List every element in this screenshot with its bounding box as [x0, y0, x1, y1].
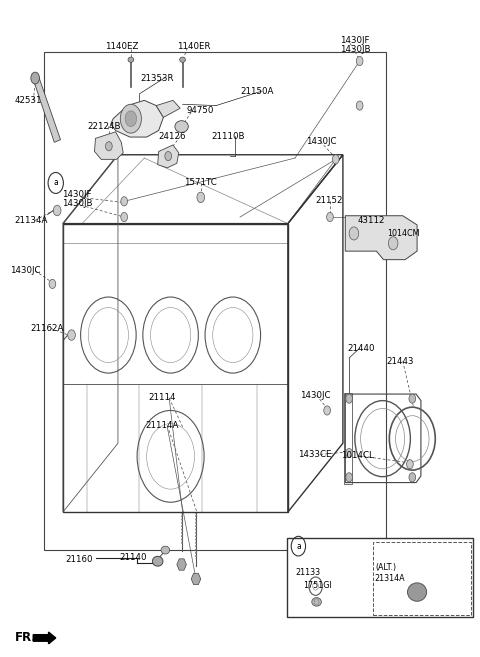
Text: 21114: 21114	[148, 394, 176, 403]
Ellipse shape	[312, 598, 322, 606]
Text: 1430JF: 1430JF	[340, 35, 370, 45]
Text: 21443: 21443	[386, 357, 413, 366]
Polygon shape	[156, 101, 180, 118]
Circle shape	[31, 72, 39, 84]
Circle shape	[324, 406, 330, 415]
FancyArrow shape	[33, 632, 56, 644]
Circle shape	[197, 192, 204, 202]
Text: 1571TC: 1571TC	[183, 179, 216, 187]
Text: 1751GI: 1751GI	[303, 581, 332, 590]
Text: 24126: 24126	[158, 132, 186, 141]
Ellipse shape	[161, 546, 169, 554]
Text: 21140: 21140	[120, 553, 147, 562]
Text: 1140EZ: 1140EZ	[105, 42, 138, 51]
Polygon shape	[95, 132, 123, 160]
Circle shape	[346, 473, 352, 482]
Circle shape	[121, 196, 128, 206]
FancyBboxPatch shape	[44, 52, 386, 550]
Circle shape	[125, 111, 137, 127]
Text: 1014CL: 1014CL	[341, 451, 374, 460]
Text: a: a	[53, 179, 58, 187]
Text: 21133: 21133	[295, 568, 320, 577]
Circle shape	[120, 104, 142, 133]
Ellipse shape	[153, 556, 163, 566]
Text: 21114A: 21114A	[145, 421, 179, 430]
Circle shape	[356, 101, 363, 110]
Circle shape	[409, 394, 416, 403]
Text: (ALT.): (ALT.)	[375, 563, 396, 572]
Circle shape	[349, 227, 359, 240]
Text: 1014CM: 1014CM	[387, 229, 420, 238]
Ellipse shape	[175, 121, 188, 133]
Circle shape	[165, 152, 171, 161]
Text: 1430JC: 1430JC	[306, 137, 336, 146]
Circle shape	[106, 142, 112, 151]
Circle shape	[407, 460, 413, 469]
Text: 1430JF: 1430JF	[62, 191, 92, 199]
Text: a: a	[296, 541, 301, 551]
Polygon shape	[157, 145, 179, 168]
Text: 1430JC: 1430JC	[10, 266, 41, 275]
FancyBboxPatch shape	[287, 538, 473, 617]
Circle shape	[356, 57, 363, 66]
Text: 21150A: 21150A	[240, 87, 274, 96]
Circle shape	[53, 205, 61, 215]
Ellipse shape	[408, 583, 427, 601]
Circle shape	[326, 212, 333, 221]
Circle shape	[49, 279, 56, 288]
Text: 21134A: 21134A	[14, 215, 48, 225]
Polygon shape	[33, 78, 60, 143]
Text: 21314A: 21314A	[374, 574, 405, 583]
Circle shape	[346, 394, 352, 403]
Polygon shape	[111, 101, 163, 137]
Polygon shape	[177, 559, 186, 570]
Text: 1140ER: 1140ER	[177, 42, 210, 51]
Polygon shape	[191, 574, 201, 585]
Text: 22124B: 22124B	[88, 122, 121, 131]
Text: FR.: FR.	[15, 631, 37, 645]
Text: 21160: 21160	[65, 555, 93, 564]
Circle shape	[121, 212, 128, 221]
Ellipse shape	[128, 57, 134, 62]
Circle shape	[388, 237, 398, 250]
Text: 43112: 43112	[357, 215, 385, 225]
Circle shape	[409, 473, 416, 482]
Text: 21440: 21440	[348, 344, 375, 353]
Polygon shape	[345, 215, 417, 260]
Ellipse shape	[180, 57, 185, 62]
Text: 42531: 42531	[15, 96, 43, 105]
Text: 1430JB: 1430JB	[62, 200, 93, 208]
Text: 1430JB: 1430JB	[340, 45, 371, 55]
Text: 1433CE: 1433CE	[299, 450, 332, 459]
Circle shape	[332, 155, 339, 164]
Text: 21162A: 21162A	[30, 324, 64, 333]
Text: 21152: 21152	[316, 196, 343, 205]
Circle shape	[346, 449, 352, 458]
Text: 21110B: 21110B	[211, 132, 245, 141]
Text: 94750: 94750	[186, 106, 214, 115]
Text: 1430JC: 1430JC	[300, 391, 330, 400]
Circle shape	[68, 330, 75, 340]
Text: 21353R: 21353R	[141, 74, 174, 83]
